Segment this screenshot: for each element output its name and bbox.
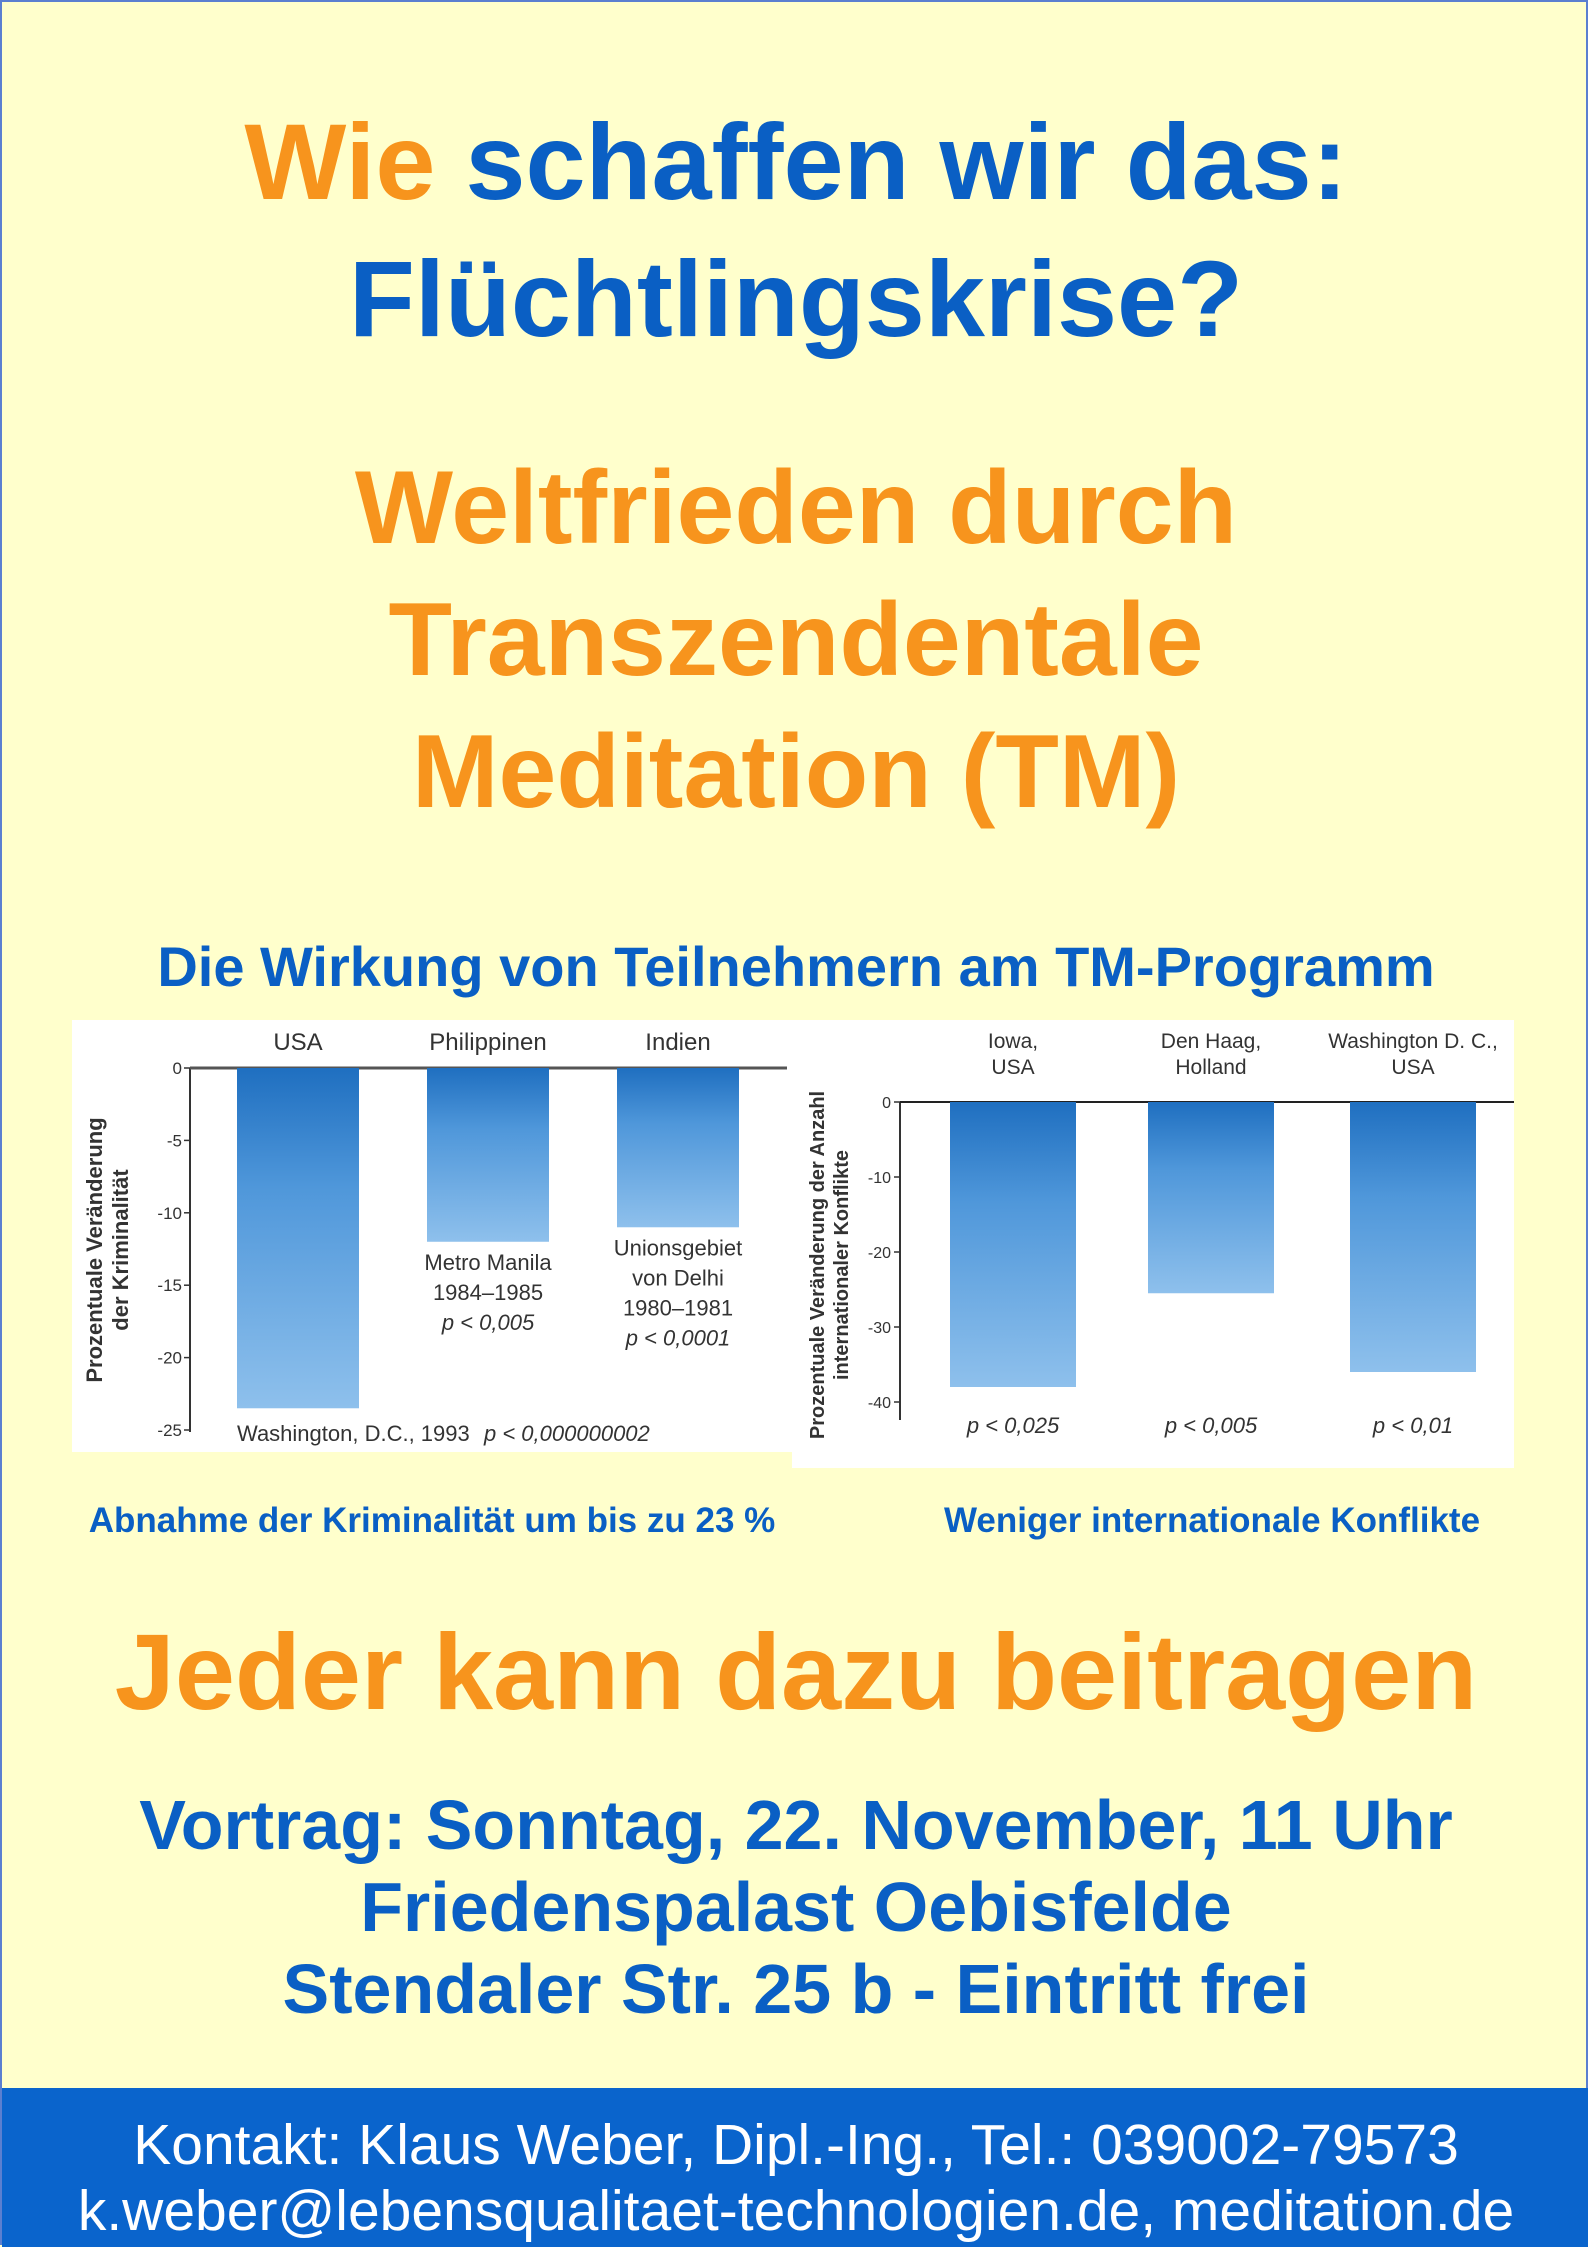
title-line-2: Flüchtlingskrise?	[348, 238, 1244, 359]
annotation-line: 1984–1985	[433, 1280, 543, 1305]
y-axis-title-line: Prozentuale Veränderung	[82, 1117, 107, 1382]
category-label: USA	[273, 1029, 322, 1056]
y-tick-label: -40	[868, 1395, 891, 1412]
y-tick-label: 0	[882, 1095, 891, 1112]
crime-chart: 0 -5 -10 -15 -20 -25 USA Philippinen Indien Proze…	[72, 1020, 792, 1452]
title-line-1: Wie schaffen wir das:	[2, 97, 1588, 227]
p-value-label: p < 0,025	[966, 1413, 1060, 1438]
category-label: Holland	[1175, 1056, 1246, 1079]
y-axis-title: Prozentuale Veränderungder Kriminalität	[82, 1117, 133, 1382]
y-tick-label: -5	[167, 1131, 182, 1150]
p-value-label: p < 0,01	[1372, 1413, 1453, 1438]
y-axis-title-line: Prozentuale Veränderung der Anzahl	[807, 1091, 829, 1439]
conflict-chart-svg: 0 -10 -20 -30 -40 Iowa, USA p < 0,025 Den Haag, H…	[807, 1030, 1514, 1439]
bar-indien	[617, 1068, 739, 1228]
subtitle-line-2: Transzendentale	[388, 582, 1204, 698]
bar-1	[950, 1102, 1076, 1387]
y-axis-title: Prozentuale Veränderung der Anzahl intern…	[807, 1091, 853, 1439]
talk-info: Vortrag: Sonntag, 22. November, 11 Uhr F…	[2, 1784, 1588, 2030]
y-tick-label: -20	[868, 1245, 891, 1262]
crime-caption: Abnahme der Kriminalität um bis zu 23 %	[88, 1501, 776, 1540]
contact-web-line: k.weber@lebensqualitaet-technologien.de,…	[77, 2179, 1515, 2243]
annotation-line: p < 0,005	[441, 1310, 535, 1335]
bar-philippinen	[427, 1068, 549, 1242]
y-tick-label: -10	[868, 1170, 891, 1187]
bar-usa	[237, 1068, 359, 1409]
talk-date: Vortrag: Sonntag, 22. November, 11 Uhr	[139, 1786, 1453, 1864]
subtitle-line-1: Weltfrieden durch	[354, 450, 1238, 566]
subtitle: Weltfrieden durch Transzendentale Medita…	[2, 442, 1588, 838]
conflict-caption: Weniger internationale Konflikte	[943, 1501, 1481, 1540]
p-value-label: p < 0,005	[1164, 1413, 1258, 1438]
y-tick-label: -25	[157, 1421, 182, 1440]
conflict-chart: 0 -10 -20 -30 -40 Iowa, USA p < 0,025 Den Haag, H…	[792, 1020, 1514, 1468]
talk-address: Stendaler Str. 25 b - Eintritt frei	[282, 1950, 1310, 2028]
category-label: Indien	[645, 1029, 710, 1056]
category-label: Philippinen	[429, 1029, 546, 1056]
contact-footer: Kontakt: Klaus Weber, Dipl.-Ing., Tel.: …	[2, 2088, 1588, 2247]
category-label: Den Haag,	[1161, 1030, 1261, 1053]
y-tick-label: -10	[157, 1204, 182, 1223]
crime-chart-svg: 0 -5 -10 -15 -20 -25 USA Philippinen Indien Proze…	[82, 1029, 787, 1446]
bar-3	[1350, 1102, 1476, 1372]
subtitle-line-3: Meditation (TM)	[411, 714, 1181, 830]
annotation-usa-p: p < 0,000000002	[483, 1421, 650, 1446]
y-axis-title-line: der Kriminalität	[108, 1169, 133, 1331]
annotation-line: Unionsgebiet	[614, 1235, 742, 1260]
y-tick-label: 0	[173, 1059, 182, 1078]
category-label: USA	[1391, 1056, 1434, 1079]
category-label: USA	[991, 1056, 1034, 1079]
title-word-wie: Wie	[244, 101, 436, 222]
annotation-usa-place: Washington, D.C., 1993	[237, 1421, 470, 1446]
annotation-line: p < 0,0001	[625, 1325, 731, 1350]
charts-heading: Die Wirkung von Teilnehmern am TM-Progra…	[157, 935, 1435, 998]
y-tick-label: -20	[157, 1349, 182, 1368]
annotation-line: Metro Manila	[424, 1250, 552, 1275]
annotation-line: 1980–1981	[623, 1295, 733, 1320]
bar-2	[1148, 1102, 1274, 1294]
annotation-line: von Delhi	[632, 1265, 724, 1290]
y-tick-label: -30	[868, 1320, 891, 1337]
category-label: Washington D. C.,	[1328, 1030, 1498, 1053]
y-axis-title-line: internationaler Konflikte	[831, 1150, 853, 1380]
category-label: Iowa,	[988, 1030, 1038, 1053]
title-rest: schaffen wir das:	[465, 101, 1348, 222]
contact-line: Kontakt: Klaus Weber, Dipl.-Ing., Tel.: …	[133, 2113, 1459, 2177]
talk-venue: Friedenspalast Oebisfelde	[360, 1868, 1232, 1946]
call-to-action: Jeder kann dazu beitragen	[114, 1611, 1478, 1732]
y-tick-label: -15	[157, 1276, 182, 1295]
